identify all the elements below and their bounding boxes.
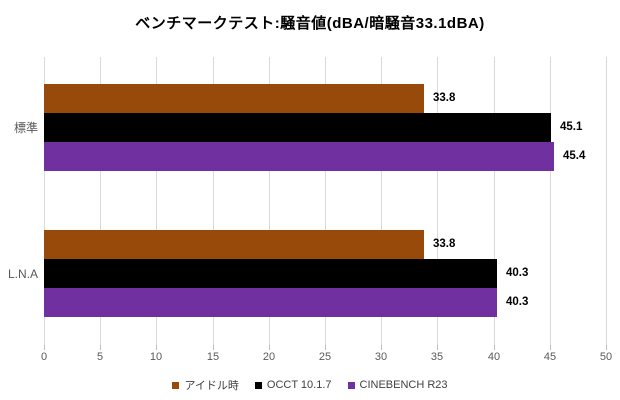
legend-swatch-icon [254, 381, 262, 389]
bar-std-1 [44, 84, 424, 113]
bar-lna-3 [44, 288, 497, 317]
legend-label: CINEBENCH R23 [359, 379, 448, 391]
x-axis-tick [325, 345, 326, 350]
x-axis-tick [550, 345, 551, 350]
x-axis-tick [381, 345, 382, 350]
x-axis-tick [100, 345, 101, 350]
value-label: 45.1 [560, 121, 583, 133]
plot-area: 33.8 45.1 45.4 33.8 40.3 40.3 [44, 57, 607, 350]
gridline [381, 57, 382, 345]
legend-swatch-icon [172, 381, 180, 389]
gridline [100, 57, 101, 345]
value-label: 33.8 [433, 238, 456, 250]
gridline [550, 57, 551, 345]
x-axis-tick [213, 345, 214, 350]
legend-item: CINEBENCH R23 [347, 379, 448, 391]
x-axis-label: 40 [487, 351, 501, 363]
x-axis-label: 10 [149, 351, 163, 363]
value-label: 40.3 [506, 267, 529, 279]
x-axis-label: 35 [430, 351, 444, 363]
gridline [494, 57, 495, 345]
x-axis-label: 15 [206, 351, 220, 363]
chart-title: ベンチマークテスト:騒音値(dBA/暗騒音33.1dBA) [135, 15, 485, 32]
x-axis-tick [494, 345, 495, 350]
x-axis-label: 50 [599, 351, 613, 363]
bar-std-3 [44, 142, 554, 171]
legend-swatch-icon [347, 381, 355, 389]
gridline [156, 57, 157, 345]
legend-label: OCCT 10.1.7 [266, 379, 332, 391]
legend-item: アイドル時 [172, 377, 239, 393]
legend-label: アイドル時 [184, 380, 239, 392]
value-label: 33.8 [433, 92, 456, 104]
x-axis-tick [269, 345, 270, 350]
bar-lna-1 [44, 230, 424, 259]
x-axis-label: 45 [543, 351, 557, 363]
bar-lna-2 [44, 259, 497, 288]
legend-item: OCCT 10.1.7 [254, 379, 332, 391]
category-label: L.N.A [7, 266, 38, 281]
gridline [325, 57, 326, 345]
gridline [269, 57, 270, 345]
x-axis-tick [156, 345, 157, 350]
gridline [44, 57, 45, 345]
category-label: 標準 [13, 121, 38, 135]
value-label: 45.4 [563, 150, 586, 162]
x-axis-label: 5 [96, 351, 104, 363]
x-axis-tick [44, 345, 45, 350]
gridline [437, 57, 438, 345]
gridline [213, 57, 214, 345]
legend: アイドル時 OCCT 10.1.7 CINEBENCH R23 [0, 377, 620, 393]
value-label: 40.3 [506, 296, 529, 308]
x-axis-tick [437, 345, 438, 350]
x-axis-label: 20 [262, 351, 276, 363]
x-axis-tick [606, 345, 607, 350]
x-axis-label: 25 [318, 351, 332, 363]
gridline [606, 57, 607, 345]
bar-std-2 [44, 113, 551, 142]
x-axis-label: 0 [40, 351, 48, 363]
x-axis-label: 30 [374, 351, 388, 363]
